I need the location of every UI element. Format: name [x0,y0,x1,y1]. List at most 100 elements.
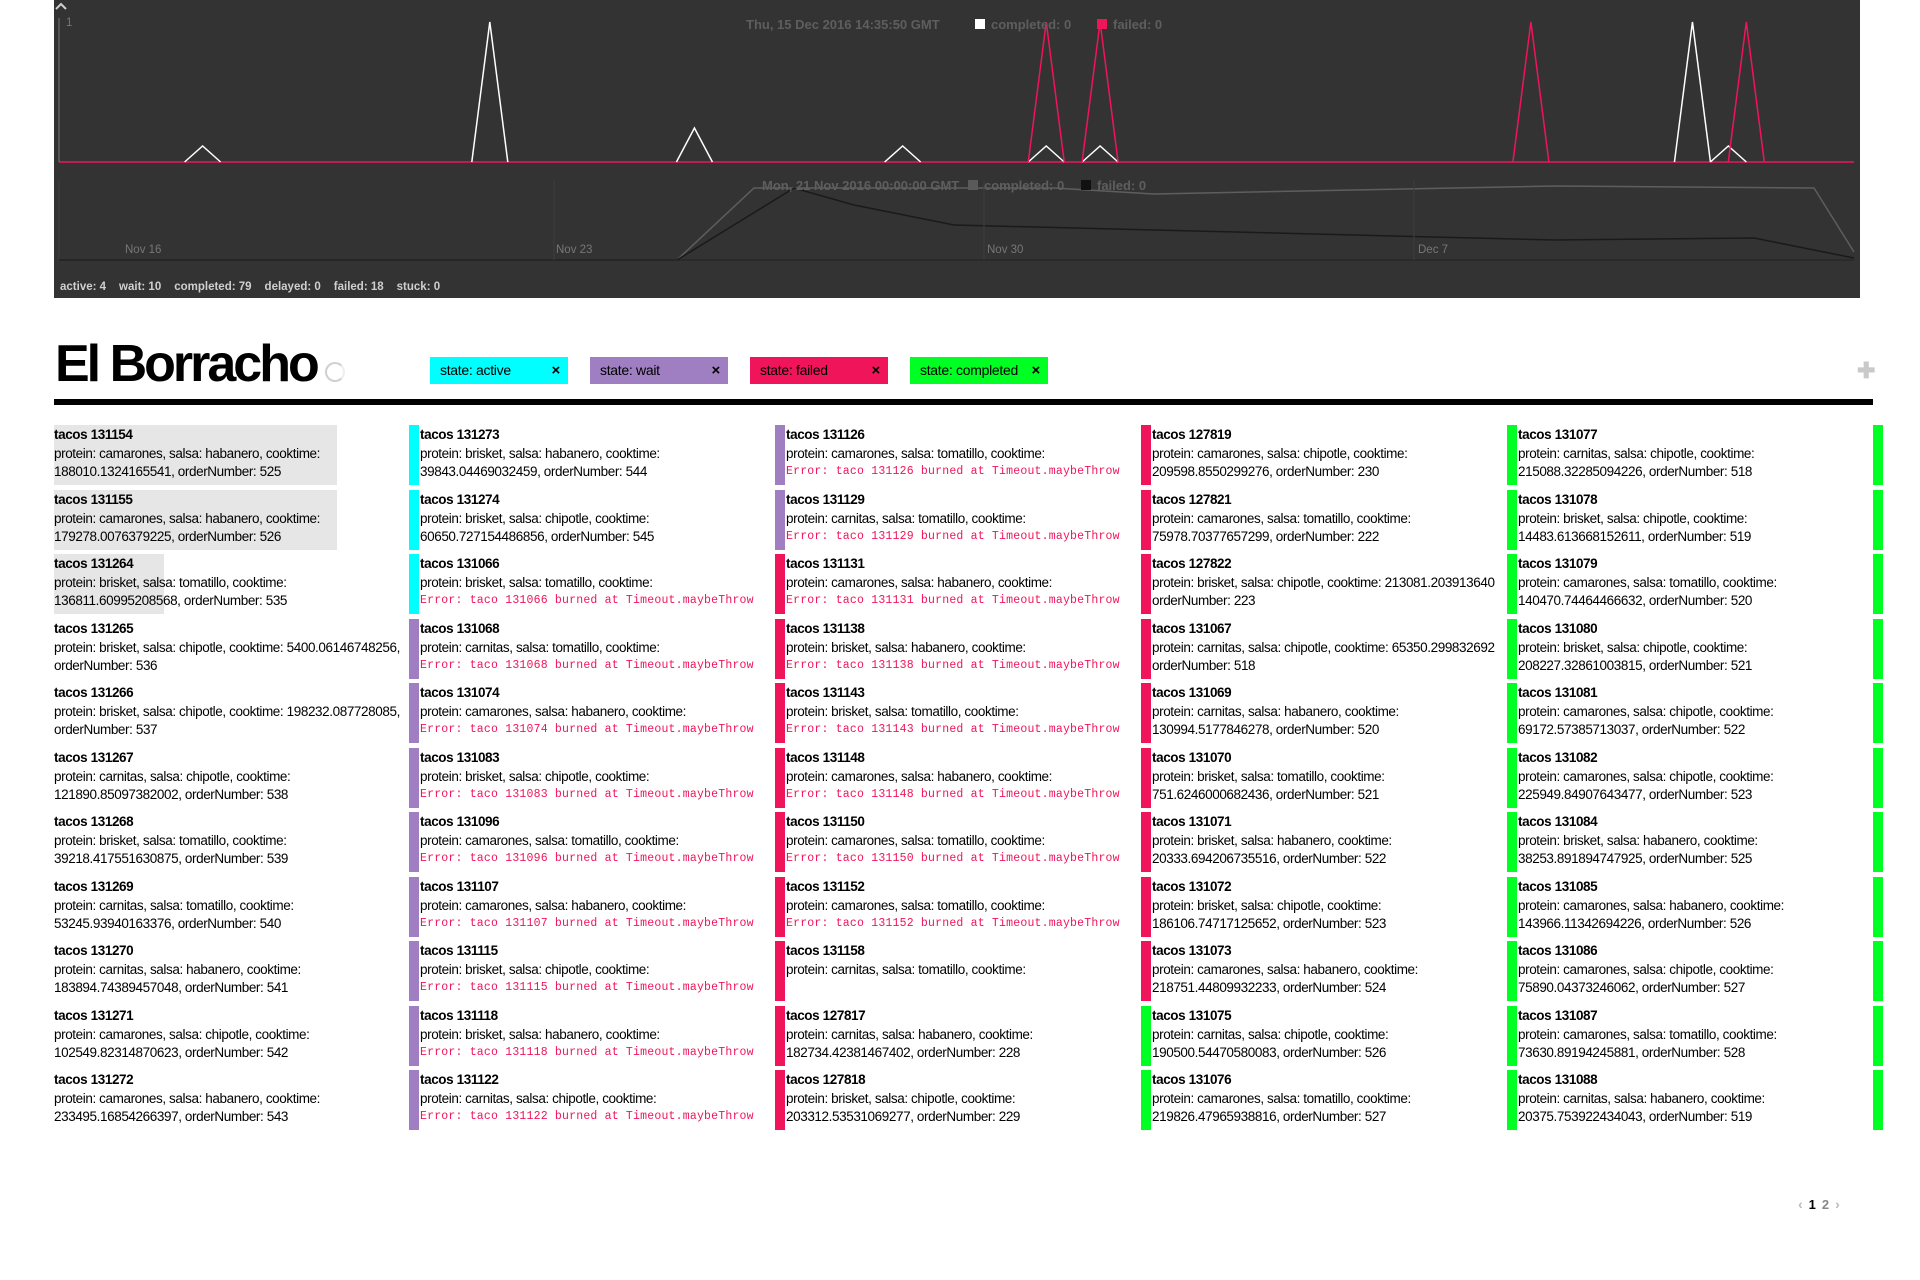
state-bar-failed [775,747,785,808]
job-error: Error: taco 131138 burned at Timeout.may… [786,658,1120,672]
job-card[interactable]: tacos 131266 protein: brisket, salsa: chi… [54,683,419,743]
job-card[interactable]: tacos 131068 protein: carnitas, salsa: to… [420,618,785,679]
filter-chip-completed[interactable]: state: completed × [910,357,1048,384]
job-card[interactable]: tacos 131271 protein: camarones, salsa: c… [54,1005,419,1066]
job-card[interactable]: tacos 127821 protein: camarones, salsa: t… [1152,489,1517,550]
state-bar-active [409,554,419,614]
job-card[interactable]: tacos 131118 protein: brisket, salsa: hab… [420,1005,785,1066]
stat-failed: failed: 18 [333,281,384,293]
job-details: protein: camarones, salsa: tomatillo, co… [1152,510,1411,544]
remove-filter-icon[interactable]: × [551,362,561,379]
job-card[interactable]: tacos 131148 protein: camarones, salsa: h… [786,747,1151,808]
job-card[interactable]: tacos 131155 protein: camarones, salsa: h… [54,489,419,550]
job-card[interactable]: tacos 131075 protein: carnitas, salsa: ch… [1152,1005,1517,1066]
filter-chip-wait[interactable]: state: wait × [590,357,728,384]
remove-filter-icon[interactable]: × [1031,362,1041,379]
collapse-chevron-up-icon[interactable] [54,0,68,12]
state-bar-completed [1873,1070,1883,1130]
page-2[interactable]: 2 [1821,1196,1830,1212]
job-card[interactable]: tacos 131270 protein: carnitas, salsa: ha… [54,941,419,1001]
job-card[interactable]: tacos 131269 protein: carnitas, salsa: to… [54,876,419,937]
job-card[interactable]: tacos 131086 protein: camarones, salsa: c… [1518,941,1883,1001]
job-card[interactable]: tacos 127817 protein: carnitas, salsa: ha… [786,1005,1151,1066]
job-card[interactable]: tacos 131264 protein: brisket, salsa: tom… [54,554,419,614]
navigator-chart[interactable]: Nov 16 Nov 23 Nov 30 Dec 7 Mon, 21 Nov 2… [58,178,1855,261]
job-card[interactable]: tacos 131126 protein: camarones, salsa: t… [786,425,1151,485]
state-bar-failed [775,812,785,872]
completed-spike [675,126,714,163]
remove-filter-icon[interactable]: × [711,362,721,379]
job-card[interactable]: tacos 131085 protein: camarones, salsa: h… [1518,876,1883,937]
job-card[interactable]: tacos 131082 protein: camarones, salsa: c… [1518,747,1883,808]
prev-page-chevron-icon[interactable]: ‹ [1798,1196,1803,1212]
job-card[interactable]: tacos 131268 protein: brisket, salsa: tom… [54,812,419,872]
job-card[interactable]: tacos 131083 protein: brisket, salsa: chi… [420,747,785,808]
job-card[interactable]: tacos 131081 protein: camarones, salsa: c… [1518,683,1883,743]
completed-spike [1709,144,1747,163]
job-card[interactable]: tacos 131077 protein: carnitas, salsa: ch… [1518,425,1883,485]
job-title: tacos 131273 [420,427,500,442]
job-card[interactable]: tacos 131070 protein: brisket, salsa: tom… [1152,747,1517,808]
job-card[interactable]: tacos 131078 protein: brisket, salsa: chi… [1518,489,1883,550]
failed-spike [1512,21,1550,163]
job-card[interactable]: tacos 131115 protein: brisket, salsa: chi… [420,941,785,1001]
timeline-chart[interactable]: 1 Thu, 15 Dec 2016 14:35:50 GMT complete… [54,0,1860,298]
job-card[interactable]: tacos 131088 protein: carnitas, salsa: ha… [1518,1070,1883,1130]
job-card[interactable]: tacos 131138 protein: brisket, salsa: hab… [786,618,1151,679]
job-title: tacos 131083 [420,749,500,765]
job-card[interactable]: tacos 131154 protein: camarones, salsa: h… [54,425,419,485]
job-card[interactable]: tacos 131076 protein: camarones, salsa: t… [1152,1070,1517,1130]
add-filter-plus-icon[interactable]: ✚ [1857,358,1876,383]
job-title: tacos 131126 [786,427,865,442]
job-card[interactable]: tacos 131152 protein: camarones, salsa: t… [786,876,1151,937]
job-card[interactable]: tacos 127822 protein: brisket, salsa: chi… [1152,554,1517,614]
remove-filter-icon[interactable]: × [871,362,881,379]
job-error: Error: taco 131143 burned at Timeout.may… [786,723,1120,736]
job-details: protein: brisket, salsa: habanero, cookt… [420,1026,660,1042]
job-card[interactable]: tacos 131143 protein: brisket, salsa: tom… [786,683,1151,743]
state-bar-wait [775,489,785,550]
job-card[interactable]: tacos 131274 protein: brisket, salsa: chi… [420,489,785,550]
page-1[interactable]: 1 [1808,1196,1816,1212]
filter-chip-active[interactable]: state: active × [430,357,568,384]
job-card[interactable]: tacos 131079 protein: camarones, salsa: t… [1518,554,1883,614]
job-card[interactable]: tacos 131267 protein: carnitas, salsa: ch… [54,747,419,808]
job-card[interactable]: tacos 131087 protein: camarones, salsa: t… [1518,1005,1883,1066]
job-card[interactable]: tacos 131122 protein: carnitas, salsa: ch… [420,1070,785,1130]
nav-legend-swatch-completed [968,180,978,190]
job-card[interactable]: tacos 131265 protein: brisket, salsa: chi… [54,618,419,679]
job-card[interactable]: tacos 131131 protein: camarones, salsa: h… [786,554,1151,614]
state-bar-completed [1873,1005,1883,1066]
job-title: tacos 131154 [54,427,133,442]
job-card[interactable]: tacos 131158 protein: carnitas, salsa: to… [786,941,1151,1001]
job-card[interactable]: tacos 131150 protein: camarones, salsa: t… [786,812,1151,872]
job-card[interactable]: tacos 131129 protein: carnitas, salsa: to… [786,489,1151,550]
state-bar-failed [1141,812,1151,872]
job-details: protein: carnitas, salsa: habanero, cook… [54,962,301,995]
job-card[interactable]: tacos 131071 protein: brisket, salsa: hab… [1152,812,1517,872]
job-card[interactable]: tacos 131096 protein: camarones, salsa: t… [420,812,785,872]
stat-completed: completed: 79 [174,281,252,293]
job-details: protein: camarones, salsa: habanero, coo… [1152,962,1419,995]
job-title: tacos 131080 [1518,620,1598,636]
x-tick-label: Nov 30 [987,244,1023,256]
job-card[interactable]: tacos 131080 protein: brisket, salsa: chi… [1518,618,1883,679]
job-card[interactable]: tacos 131073 protein: camarones, salsa: h… [1152,941,1517,1001]
job-title: tacos 131077 [1518,427,1598,442]
job-card[interactable]: tacos 131066 protein: brisket, salsa: tom… [420,554,785,614]
job-card[interactable]: tacos 131074 protein: camarones, salsa: h… [420,683,785,743]
job-details: protein: camarones, salsa: tomatillo, co… [1518,1026,1777,1060]
job-card[interactable]: tacos 131272 protein: camarones, salsa: h… [54,1070,419,1130]
filter-chip-failed[interactable]: state: failed × [750,357,888,384]
job-card[interactable]: tacos 131072 protein: brisket, salsa: chi… [1152,876,1517,937]
job-card[interactable]: tacos 131067 protein: carnitas, salsa: ch… [1152,618,1517,679]
job-card[interactable]: tacos 127819 protein: camarones, salsa: c… [1152,425,1517,485]
job-card[interactable]: tacos 131107 protein: camarones, salsa: h… [420,876,785,937]
job-details: protein: brisket, salsa: tomatillo, cook… [420,575,653,590]
job-card[interactable]: tacos 131273 protein: brisket, salsa: hab… [420,425,785,485]
next-page-chevron-icon[interactable]: › [1835,1196,1840,1212]
job-card[interactable]: tacos 127818 protein: brisket, salsa: chi… [786,1070,1151,1130]
job-card[interactable]: tacos 131069 protein: carnitas, salsa: ha… [1152,683,1517,743]
job-card[interactable]: tacos 131084 protein: brisket, salsa: hab… [1518,812,1883,872]
job-details: protein: brisket, salsa: tomatillo, cook… [1152,768,1385,802]
